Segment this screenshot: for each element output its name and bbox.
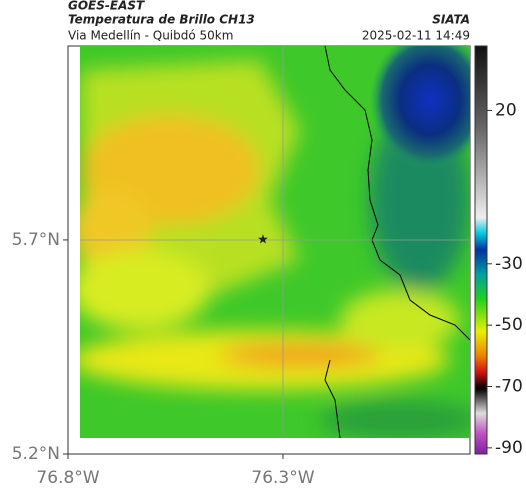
y-tick-label: 5.2°N <box>12 444 60 464</box>
colorbar-tick-label: -70 <box>495 377 523 397</box>
ticks: 76.8°W 76.3°W 5.2°N 5.7°N 20 -30 -50 -70 -90 <box>12 100 523 488</box>
product: Temperatura de Brillo CH13 <box>68 13 255 27</box>
y-tick-label: 5.7°N <box>12 230 60 250</box>
x-tick-label: 76.8°W <box>36 468 99 488</box>
colorbar-tick-label: -30 <box>495 254 523 274</box>
region: Via Medellín - Quibdó 50km <box>68 29 233 43</box>
satellite: GOES-EAST <box>68 0 145 13</box>
location-marker: ★ <box>257 233 269 248</box>
datetime: 2025-02-11 14:49 <box>362 29 470 43</box>
map-image: ★ <box>80 46 470 438</box>
colorbar-tick-label: 20 <box>495 100 517 120</box>
x-tick-label: 76.3°W <box>251 468 314 488</box>
header: GOES-EAST Temperatura de Brillo CH13 SIA… <box>68 0 470 43</box>
colorbar-tick-label: -90 <box>495 438 523 458</box>
colorbar <box>474 45 488 455</box>
colorbar-tick-label: -50 <box>495 315 523 335</box>
source: SIATA <box>432 13 470 27</box>
